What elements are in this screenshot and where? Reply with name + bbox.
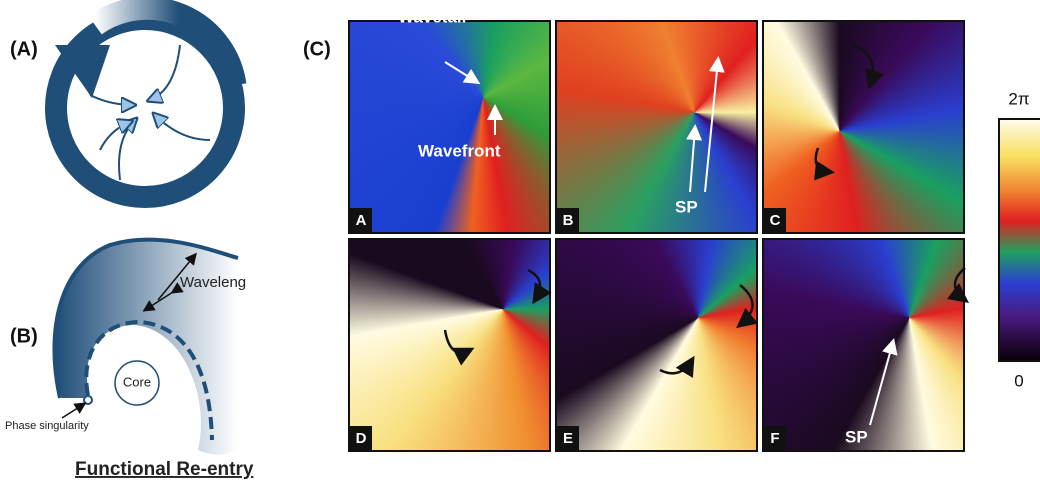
singularity-label: Phase singularity xyxy=(5,420,89,432)
annotation: Wavetail xyxy=(398,7,466,26)
core-label: Core xyxy=(123,374,151,389)
annotation-arrow xyxy=(870,342,893,425)
colorbar-max: 2π xyxy=(1008,89,1029,108)
ring-tail xyxy=(95,8,235,85)
tile-tag: A xyxy=(356,212,367,229)
tile-tag: B xyxy=(563,212,574,229)
caption: Functional Re-entry xyxy=(75,459,254,480)
tile-tag: D xyxy=(356,430,367,447)
tile-tag: F xyxy=(770,430,779,447)
tile-tag: E xyxy=(563,430,573,447)
inward-arrows xyxy=(90,45,210,180)
annotation-arrow xyxy=(690,128,695,192)
singularity-arrow xyxy=(62,404,84,418)
annotation: Wavefront xyxy=(418,141,501,160)
singularity-point xyxy=(84,396,92,404)
colorbar-min: 0 xyxy=(1014,371,1023,390)
tile-tag: C xyxy=(770,212,781,229)
annotation-arrow xyxy=(705,60,718,192)
page: {"panel_labels": {"a": "(A)", "b": "(B)"… xyxy=(0,0,1040,485)
panel-label: (B) xyxy=(10,325,38,347)
wavelength-label: Waveleng xyxy=(180,274,246,291)
panel-label: (A) xyxy=(10,38,38,60)
figure-overlay: (A) Waveleng Core Phase singularity (B) … xyxy=(0,0,1040,485)
annotation: SP xyxy=(675,197,698,216)
rotation-arrows xyxy=(445,45,965,373)
panel-label: (C) xyxy=(303,38,331,60)
annotation-arrow xyxy=(445,62,477,82)
annotation: SP xyxy=(845,427,868,446)
